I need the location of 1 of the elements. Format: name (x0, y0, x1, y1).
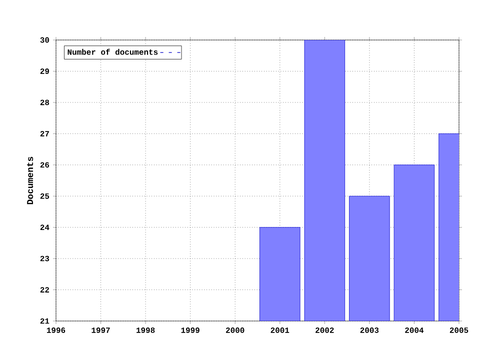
y-axis-title: Documents (27, 156, 34, 204)
